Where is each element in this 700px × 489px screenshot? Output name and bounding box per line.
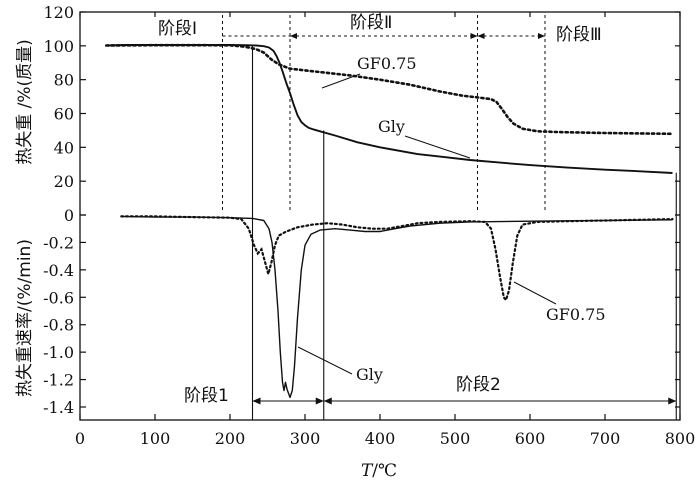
- dtg-y-tick-label: -1.0: [43, 343, 74, 362]
- dtg-y-tick-label: -0.8: [43, 316, 74, 335]
- stage-1-label: 阶段Ⅰ: [158, 19, 197, 39]
- tg-y-tick-label: 20: [54, 172, 74, 191]
- dtg-gly-label: Gly: [356, 365, 383, 384]
- x-tick-label: 300: [290, 429, 321, 448]
- tg-gf075-leader: [321, 73, 361, 89]
- dtg-y-tick-label: -0.4: [43, 261, 74, 280]
- tg-y-tick-label: 80: [54, 71, 74, 90]
- x-tick-label: 0: [75, 429, 85, 448]
- tg-y-tick-label: 60: [54, 105, 74, 124]
- tg-y-tick-label: 120: [43, 3, 74, 22]
- tg-series-gly: [106, 44, 673, 174]
- dtg-y-tick-label: -1.4: [43, 398, 74, 417]
- dtg-series-gly: [121, 215, 673, 399]
- x-axis-label-unit: /℃: [372, 461, 397, 481]
- x-tick-label: 100: [140, 429, 171, 448]
- dtg-y-tick-label: 0: [64, 206, 74, 225]
- x-tick-label: 500: [440, 429, 471, 448]
- dtg-gf075-label: GF0.75: [546, 305, 606, 324]
- tg-gly-leader: [404, 135, 471, 159]
- tg-gly-label: Gly: [378, 117, 405, 136]
- x-tick-label: 200: [215, 429, 246, 448]
- dtg-series-gf075: [120, 215, 674, 303]
- x-axis-label: T/℃: [361, 461, 397, 481]
- stage-a-label: 阶段1: [184, 386, 229, 406]
- tg-gf075-label: GF0.75: [357, 54, 417, 73]
- stage-2-arrow-head-right: [470, 33, 478, 39]
- x-axis-label-italic: T: [361, 461, 374, 481]
- x-tick-label: 700: [590, 429, 621, 448]
- annotations: 阶段Ⅰ 阶段Ⅱ 阶段Ⅲ GF0.75 Gly Gly GF0.75 阶段1 阶段…: [15, 13, 606, 481]
- stage-b-arrow-head-right: [668, 397, 677, 405]
- stage-3-arrow-head-right: [538, 33, 545, 39]
- stage-b-label: 阶段2: [456, 375, 501, 395]
- tg-y-tick-label: 40: [54, 138, 74, 157]
- dtg-gf075-leader: [513, 281, 557, 305]
- dtg-y-tick-label: -0.2: [43, 233, 74, 252]
- stage-3-arrow-head-left: [477, 33, 485, 39]
- stage-a-arrow-head-left: [252, 397, 261, 405]
- dtg-y-tick-label: -0.6: [43, 288, 74, 307]
- stage-3-label: 阶段Ⅲ: [556, 25, 602, 45]
- x-tick-label: 800: [665, 429, 696, 448]
- dtg-y-axis-label: 热失重速率/(%/min): [15, 239, 35, 397]
- dtg-y-tick-label: -1.2: [43, 371, 74, 390]
- plot-lines: [105, 15, 677, 420]
- axes: 0 100 200 300 400 500 600 700 800 20 40 60 80 100 120 0…: [43, 3, 695, 448]
- stage-2-arrow-head-left: [290, 33, 297, 39]
- tg-series-gf075: [105, 43, 674, 136]
- x-tick-label: 600: [515, 429, 546, 448]
- tg-y-tick-label: 100: [43, 37, 74, 56]
- x-tick-label: 400: [365, 429, 396, 448]
- dtg-gly-leader: [297, 346, 353, 375]
- tg-y-axis-label: 热失重 /%(质量): [15, 39, 35, 165]
- stage-b-arrow-head-left: [323, 397, 332, 405]
- stage-2-label: 阶段Ⅱ: [350, 13, 392, 33]
- stage-a-arrow-head-right: [315, 397, 324, 405]
